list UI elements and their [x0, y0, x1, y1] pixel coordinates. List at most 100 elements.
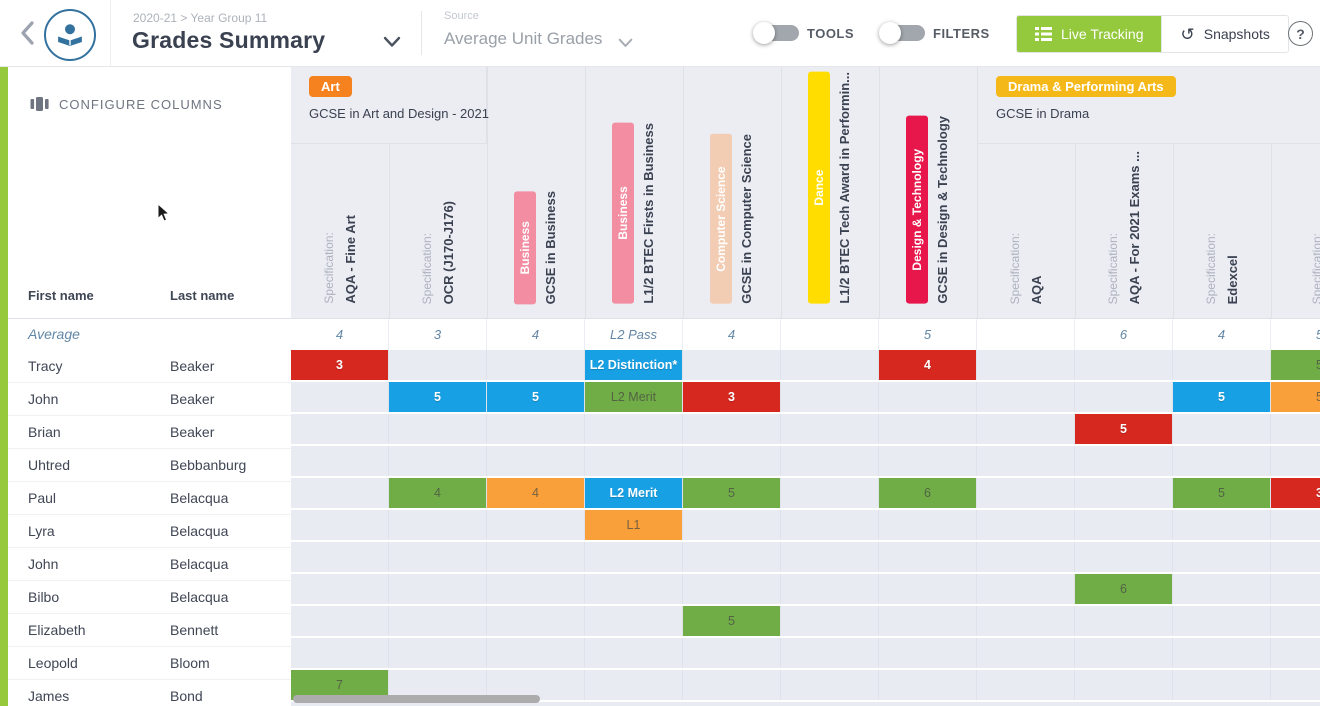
grade-cell[interactable]: 4	[487, 478, 584, 508]
subject-group-badge[interactable]: Drama & Performing Arts	[996, 76, 1176, 97]
grade-cell[interactable]: 6	[1075, 574, 1172, 604]
column-header[interactable]: Specification: AQA	[977, 66, 1076, 318]
grade-cell[interactable]: L1	[585, 510, 682, 540]
name-column-headers: First name Last name	[8, 288, 291, 318]
grade-slot	[781, 382, 879, 412]
grade-cell[interactable]: 6	[879, 478, 976, 508]
student-last-name: Belacqua	[170, 556, 229, 572]
column-header[interactable]: Business GCSE in Business	[487, 66, 586, 318]
person-reading-book-icon	[58, 24, 82, 46]
grade-slot	[585, 414, 683, 444]
tools-toggle[interactable]	[753, 22, 799, 44]
grade-cell[interactable]: L2 Merit	[585, 478, 682, 508]
snapshots-button[interactable]: ↺ Snapshots	[1161, 16, 1288, 52]
student-avatar-icon[interactable]	[44, 9, 96, 61]
last-name-header[interactable]: Last name	[170, 288, 235, 303]
grade-slot	[389, 638, 487, 668]
grade-cell[interactable]: 5	[1173, 478, 1270, 508]
grade-slot: 5	[389, 382, 487, 412]
student-name-row[interactable]: Brian Beaker	[8, 416, 291, 449]
grade-slot	[1075, 606, 1173, 636]
configure-columns-button[interactable]: CONFIGURE COLUMNS	[30, 96, 223, 112]
grade-cell[interactable]: 5	[1173, 382, 1270, 412]
first-name-header[interactable]: First name	[28, 288, 94, 303]
column-header-rotated-text: Specification:	[1310, 233, 1320, 304]
live-tracking-button[interactable]: Live Tracking	[1017, 16, 1162, 52]
help-button[interactable]: ?	[1288, 21, 1313, 46]
student-last-name: Beaker	[170, 391, 215, 407]
grade-slot: 5	[1271, 350, 1320, 380]
grade-slot: 6	[879, 478, 977, 508]
column-header[interactable]: Specification: OCR (J170-J176)	[389, 66, 488, 318]
grade-slot	[781, 350, 879, 380]
column-header[interactable]: Specification: Edexcel	[1173, 66, 1272, 318]
qualification-name: GCSE in Business	[543, 190, 558, 304]
grade-slot	[487, 414, 585, 444]
grade-cell[interactable]: L2 Merit	[585, 382, 682, 412]
grade-slot	[1075, 638, 1173, 668]
grade-cell[interactable]: L2 Distinction*	[585, 350, 682, 380]
column-header[interactable]: Specification: AQA - For 2021 Exams ...	[1075, 66, 1174, 318]
grade-slot	[977, 574, 1075, 604]
student-name-row[interactable]: Lyra Belacqua	[8, 515, 291, 548]
grade-cell[interactable]: 5	[1075, 414, 1172, 444]
filters-toggle[interactable]	[879, 22, 925, 44]
grade-cell[interactable]: 3	[683, 382, 780, 412]
grade-cell[interactable]: 5	[683, 478, 780, 508]
title-dropdown-chevron-icon[interactable]	[383, 36, 401, 48]
grade-slot	[389, 670, 487, 700]
grade-cell[interactable]: 5	[389, 382, 486, 412]
grade-cell[interactable]: 4	[389, 478, 486, 508]
specification-name: AQA	[1029, 275, 1044, 304]
grade-cell[interactable]: 3	[291, 350, 388, 380]
average-value-cell: L2 Pass	[585, 319, 683, 350]
student-name-row[interactable]: Elizabeth Bennett	[8, 614, 291, 647]
student-name-row[interactable]: Uhtred Bebbanburg	[8, 449, 291, 482]
student-name-row[interactable]: Bilbo Belacqua	[8, 581, 291, 614]
column-header[interactable]: Specification: AQA - Fine Art	[291, 66, 390, 318]
student-name-row[interactable]: Leopold Bloom	[8, 647, 291, 680]
student-first-name: Elizabeth	[28, 622, 86, 638]
source-dropdown-chevron-icon[interactable]	[618, 38, 633, 48]
breadcrumb: 2020-21 > Year Group 11	[133, 11, 268, 25]
horizontal-scrollbar-thumb[interactable]	[293, 695, 540, 703]
subject-group-title: GCSE in Drama	[996, 106, 1090, 121]
source-dropdown[interactable]: Average Unit Grades	[444, 29, 603, 48]
qualification-name: GCSE in Design & Technology	[935, 116, 950, 304]
subject-badge: Business	[612, 123, 634, 304]
average-value-cell: 4	[683, 319, 781, 350]
grade-cell[interactable]: 5	[487, 382, 584, 412]
grade-slot	[1173, 638, 1271, 668]
column-header[interactable]: Computer Science GCSE in Computer Science	[683, 66, 782, 318]
grade-cell[interactable]: 5	[683, 606, 780, 636]
grade-slot	[389, 510, 487, 540]
column-header-rotated-text: Specification: OCR (J170-J176)	[420, 201, 456, 304]
grade-slot	[879, 638, 977, 668]
grade-slot	[585, 446, 683, 476]
student-name-row[interactable]: Paul Belacqua	[8, 482, 291, 515]
column-header[interactable]: Business L1/2 BTEC Firsts in Business	[585, 66, 684, 318]
subject-group-badge[interactable]: Art	[309, 76, 352, 97]
grade-cell[interactable]: 5	[1271, 382, 1320, 412]
grade-slot	[781, 478, 879, 508]
column-header-rotated-text: Specification: Edexcel	[1204, 233, 1240, 304]
grade-slot	[389, 350, 487, 380]
back-chevron-icon[interactable]	[18, 19, 38, 47]
page-body: CONFIGURE COLUMNS First name Last name A…	[0, 66, 1320, 706]
student-name-row[interactable]: John Beaker	[8, 383, 291, 416]
column-header[interactable]: Dance L1/2 BTEC Tech Award in Performin..…	[781, 66, 880, 318]
grade-slot	[977, 510, 1075, 540]
grade-cell[interactable]: 3	[1271, 478, 1320, 508]
subject-group-header: Art GCSE in Art and Design - 2021	[291, 66, 489, 144]
grade-cell[interactable]: 5	[1271, 350, 1320, 380]
student-name-row[interactable]: Tracy Beaker	[8, 350, 291, 383]
grade-cell[interactable]: 4	[879, 350, 976, 380]
column-header[interactable]: Design & Technology GCSE in Design & Tech…	[879, 66, 978, 318]
grade-slot: 3	[291, 350, 389, 380]
grade-slot: L1	[585, 510, 683, 540]
student-name-row[interactable]: James Bond	[8, 680, 291, 706]
grade-slot	[1173, 510, 1271, 540]
student-name-row[interactable]: John Belacqua	[8, 548, 291, 581]
average-row-label-cell: Average	[8, 318, 291, 352]
average-value-cell: 6	[1075, 319, 1173, 350]
